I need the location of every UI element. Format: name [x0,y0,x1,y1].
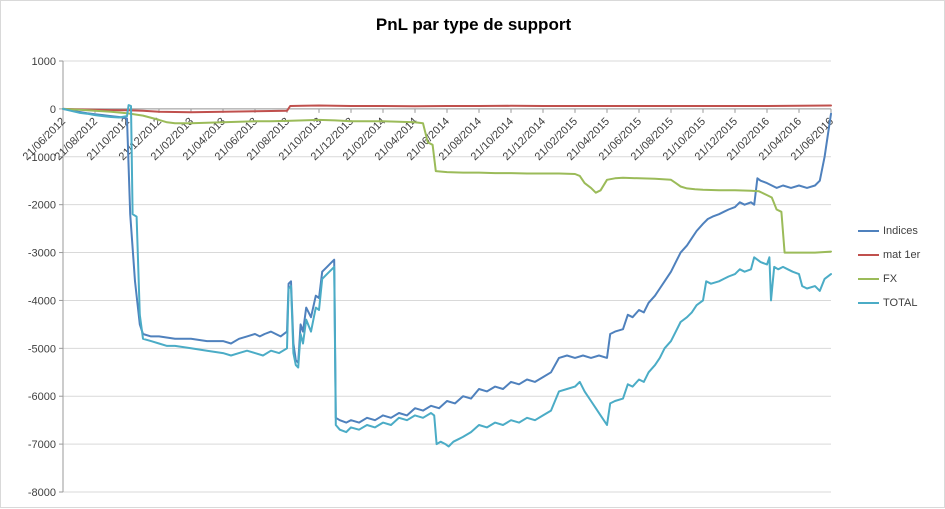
legend-label-total: TOTAL [883,297,918,309]
y-axis-label: -6000 [28,391,56,403]
legend-label-fx: FX [883,273,898,285]
y-axis-label: -7000 [28,439,56,451]
y-axis-label: -2000 [28,200,56,212]
series-line-indices[interactable] [62,107,832,424]
legend-swatch-total [858,302,879,304]
legend: Indices mat 1er FX TOTAL [858,225,920,309]
legend-item-indices[interactable]: Indices [858,225,920,237]
y-axis-label: -8000 [28,487,56,499]
y-axis-label: 1000 [32,56,56,68]
y-axis-label: -4000 [28,295,56,307]
y-axis-label: -5000 [28,343,56,355]
legend-swatch-mat-1er [858,254,879,256]
legend-swatch-fx [858,278,879,280]
y-axis-label: -1000 [28,152,56,164]
chart-title: PnL par type de support [375,15,572,34]
series-line-mat-1er[interactable] [62,104,832,114]
series-line-total[interactable] [62,104,832,448]
legend-label-indices: Indices [883,225,918,237]
legend-swatch-indices [858,230,879,232]
legend-item-fx[interactable]: FX [858,273,920,285]
y-axis-label: -3000 [28,248,56,260]
y-axis-label: 0 [50,104,56,116]
series-line-fx[interactable] [62,107,832,254]
legend-label-mat-1er: mat 1er [883,249,921,261]
legend-item-mat-1er[interactable]: mat 1er [858,249,920,261]
legend-item-total[interactable]: TOTAL [858,297,920,309]
